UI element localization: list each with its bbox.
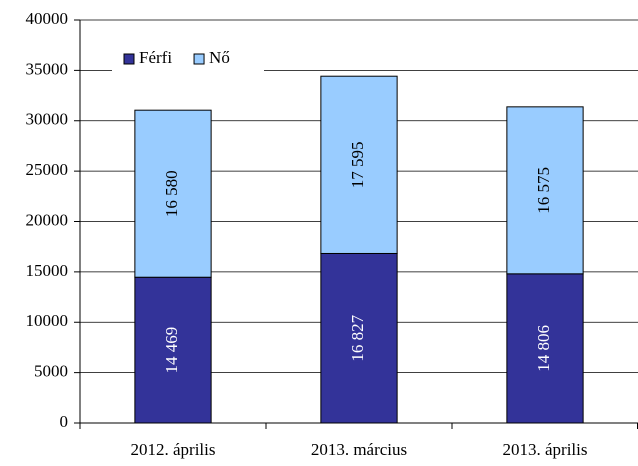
y-tick-label: 30000 xyxy=(26,110,69,129)
y-tick-label: 10000 xyxy=(26,311,69,330)
legend-label: Nő xyxy=(209,48,230,67)
x-tick-label: 2013. március xyxy=(311,440,407,459)
legend-swatch xyxy=(123,53,135,65)
bar-segment xyxy=(134,109,212,278)
data-label: 14 469 xyxy=(162,327,181,374)
data-label: 16 575 xyxy=(534,167,553,214)
x-tick-label: 2012. április xyxy=(131,440,216,459)
y-tick-label: 20000 xyxy=(26,210,69,229)
bar-segment xyxy=(134,276,212,424)
bar-segment xyxy=(320,75,398,254)
y-tick-label: 40000 xyxy=(26,9,69,28)
y-tick-label: 0 xyxy=(60,412,69,431)
bar-segment xyxy=(320,252,398,424)
data-label: 14 806 xyxy=(534,325,553,372)
legend-label: Férfi xyxy=(139,48,172,67)
y-tick-label: 5000 xyxy=(34,362,68,381)
y-tick-label: 15000 xyxy=(26,261,69,280)
bar-segment xyxy=(506,106,584,275)
data-label: 17 595 xyxy=(348,141,367,188)
bar-segment xyxy=(506,273,584,424)
y-tick-label: 25000 xyxy=(26,160,69,179)
legend-swatch xyxy=(193,53,205,65)
legend-background xyxy=(112,46,264,72)
data-label: 16 580 xyxy=(162,170,181,217)
data-label: 16 827 xyxy=(348,314,367,361)
x-tick-label: 2013. április xyxy=(503,440,588,459)
y-tick-label: 35000 xyxy=(26,59,69,78)
